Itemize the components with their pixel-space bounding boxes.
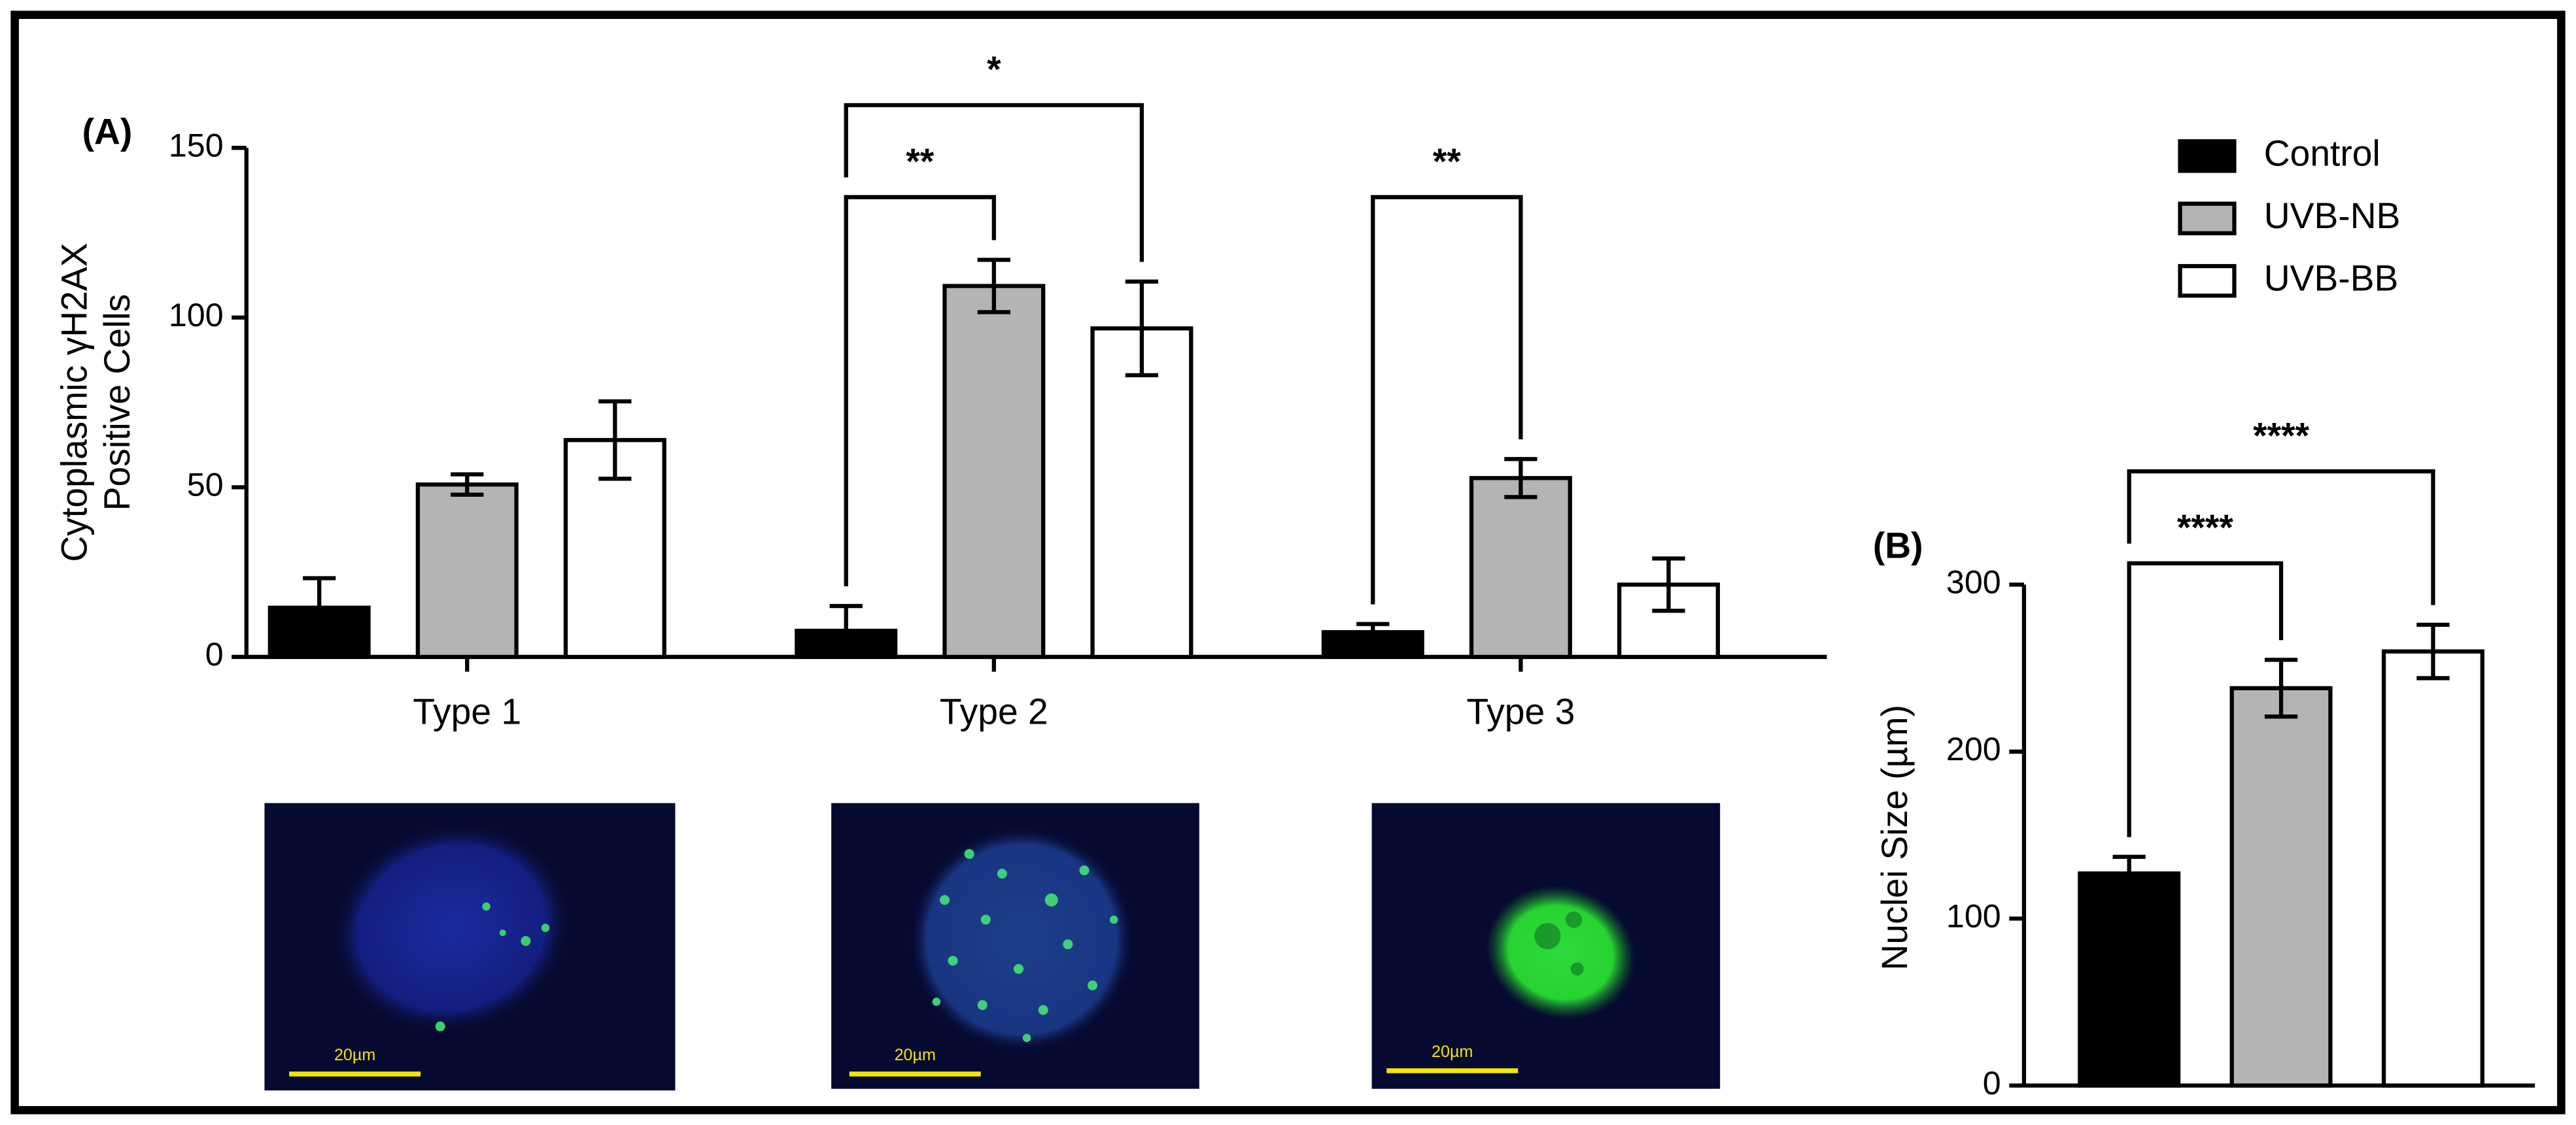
y-axis-label: Nuclei Size (µm) [1874,705,1915,970]
legend-label: UVB-NB [2264,195,2401,236]
y-tick-label: 100 [1946,898,2001,934]
legend-swatch [2178,139,2237,173]
y-tick-label: 50 [187,467,224,503]
bar [415,482,519,660]
significance-bracket [2127,561,2284,837]
significance-bracket [844,195,996,586]
error-bar [598,399,632,481]
error-bar [2112,854,2146,892]
error-bar [2416,622,2450,680]
legend-swatch [2178,263,2237,298]
significance-bracket [844,103,1144,262]
y-tick-label: 0 [1983,1065,2001,1101]
y-axis-label: Cytoplasmic γH2AX [54,243,95,562]
significance-label: ** [906,141,935,182]
micrograph: 20µm [264,803,676,1091]
significance-label: **** [2253,415,2310,456]
error-bar [2264,658,2298,719]
bar [2381,649,2484,1088]
panel-label: (B) [1873,526,1923,566]
legend-swatch [2178,201,2237,235]
significance-label: ** [1433,141,1462,182]
bar [1469,476,1572,660]
significance-bracket [2127,469,2435,605]
error-bar [1125,279,1159,378]
scale-bar-label: 20µm [895,1046,936,1064]
bar [2229,686,2333,1088]
panel-label: (A) [82,112,133,152]
x-tick-label: Type 1 [413,691,521,731]
significance-bracket [1371,195,1523,605]
micrograph: 20µm [831,803,1199,1089]
bar [2078,871,2181,1088]
significance-label: * [987,49,1001,90]
y-tick-label: 100 [169,297,224,333]
error-bar [1356,622,1390,643]
error-bar [977,258,1010,314]
scale-bar-label: 20µm [1432,1043,1473,1061]
y-tick-label: 150 [169,127,224,163]
y-tick-label: 200 [1946,731,2001,767]
legend-label: Control [2264,133,2380,173]
significance-label: **** [2177,507,2234,548]
error-bar [1652,556,1685,613]
error-bar [1504,457,1537,499]
bar [1090,326,1194,660]
error-bar [303,576,336,639]
scale-bar-label: 20µm [334,1046,375,1064]
error-bar [829,603,863,658]
x-tick-label: Type 2 [940,691,1048,731]
legend-label: UVB-BB [2264,258,2399,298]
error-bar [451,472,484,497]
bar [942,284,1046,660]
micrograph: 20µm [1371,803,1721,1089]
y-tick-label: 0 [205,636,224,673]
y-tick-label: 300 [1946,564,2001,601]
y-axis-label: Positive Cells [97,294,137,511]
x-tick-label: Type 3 [1466,691,1575,731]
